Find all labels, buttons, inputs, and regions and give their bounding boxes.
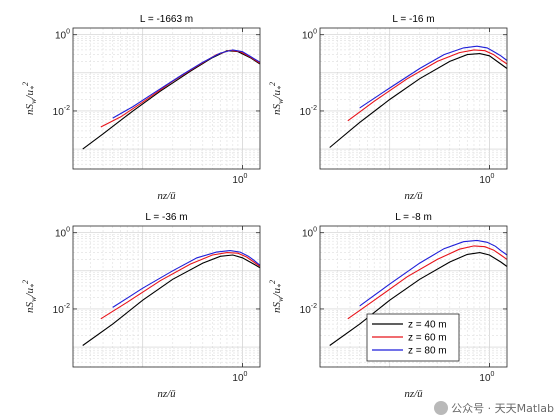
y-tick-label: 100 <box>302 227 317 240</box>
series-line-z40 <box>329 53 508 148</box>
series-line-z40 <box>82 254 261 346</box>
series-line-z80 <box>112 49 261 119</box>
x-tick-label: 100 <box>232 173 247 186</box>
series-line-z80 <box>359 45 508 109</box>
y-axis-label: nSw/u*2 <box>21 82 38 115</box>
x-tick-label: 100 <box>232 371 247 384</box>
watermark-text: 公众号 · 天天Matlab <box>451 402 554 415</box>
plot-area <box>320 28 507 169</box>
subplot-title: L = -1663 m <box>140 14 193 25</box>
series-line-z40 <box>82 50 261 150</box>
wechat-icon <box>434 401 449 415</box>
subplot-title: L = -36 m <box>145 212 187 223</box>
y-tick-label: 10-2 <box>53 303 70 316</box>
watermark: 公众号 · 天天Matlab <box>434 400 554 416</box>
series-line-z40 <box>329 252 508 346</box>
legend-label: z = 40 m <box>408 320 447 331</box>
y-tick-label: 10-2 <box>300 105 317 118</box>
x-axis-label: nz/ū <box>404 388 423 400</box>
grid <box>72 28 260 170</box>
subplot-title: L = -8 m <box>395 212 432 223</box>
x-tick-label: 100 <box>479 173 494 186</box>
x-axis-label: nz/ū <box>157 190 176 202</box>
y-axis-label: nSw/u*2 <box>21 280 38 313</box>
subplot-2: 100 100 10-2 L = -16 m nz/ū nSw/u*2 <box>268 14 508 202</box>
series-line-z60 <box>347 245 508 320</box>
series-line-z60 <box>347 49 508 122</box>
series-line-z60 <box>100 252 261 320</box>
series-line-z80 <box>359 239 508 307</box>
x-axis-label: nz/ū <box>157 388 176 400</box>
axes-box <box>319 225 508 368</box>
x-axis-label: nz/ū <box>404 190 423 202</box>
y-tick-label: 100 <box>302 29 317 42</box>
y-tick-label: 100 <box>55 29 70 42</box>
y-tick-label: 100 <box>55 227 70 240</box>
axes-box <box>319 27 508 170</box>
legend: z = 40 m z = 60 m z = 80 m <box>366 313 460 362</box>
legend-label: z = 60 m <box>408 333 447 344</box>
axes-box <box>72 27 261 170</box>
subplot-3: 100 100 10-2 L = -36 m nz/ū nSw/u*2 <box>21 212 261 400</box>
plot-area <box>73 28 260 169</box>
subplot-title: L = -16 m <box>392 14 434 25</box>
axes-box <box>72 225 261 368</box>
y-tick-label: 10-2 <box>300 303 317 316</box>
grid <box>319 28 507 170</box>
y-axis-label: nSw/u*2 <box>268 82 285 115</box>
x-tick-label: 100 <box>479 371 494 384</box>
legend-label: z = 80 m <box>408 346 447 357</box>
subplot-1: 100 100 10-2 L = -1663 m nz/ū nSw/u*2 <box>21 14 261 202</box>
y-axis-label: nSw/u*2 <box>268 280 285 313</box>
y-tick-label: 10-2 <box>53 105 70 118</box>
series-line-z80 <box>112 250 261 308</box>
plot-area <box>73 226 260 367</box>
